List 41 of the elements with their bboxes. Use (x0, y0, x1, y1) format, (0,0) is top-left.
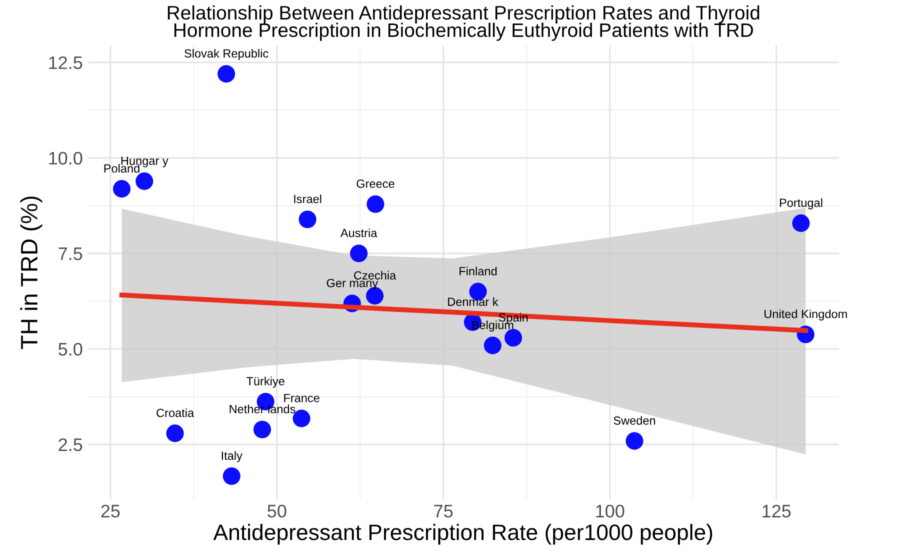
annotation: Denmar k (448, 297, 498, 306)
x-tick-label: 125 (762, 504, 791, 518)
y-tick-label: 10.0 (49, 152, 82, 165)
point (222, 467, 240, 485)
point (218, 65, 236, 83)
y-axis-title: TH in TRD (%) (20, 196, 42, 349)
point (166, 424, 184, 442)
annotation: Ger many (326, 278, 378, 290)
point (253, 420, 272, 438)
point (626, 432, 644, 450)
point (366, 195, 384, 213)
x-axis-title: Antidepressant Prescription Rate (per1000 people) (213, 524, 712, 545)
point (484, 336, 502, 354)
y-tick-label: 7.5 (58, 248, 82, 260)
x-tick-label: 50 (268, 504, 286, 518)
annotation: Austria (340, 228, 378, 238)
annotation: Finland (460, 266, 497, 276)
annotation: Sweden (614, 416, 656, 425)
annotation: Portugal (780, 198, 822, 210)
x-tick-label: 75 (434, 504, 453, 518)
annotation: Croatia (156, 408, 194, 418)
y-tick-label: 5.0 (58, 342, 82, 356)
point (350, 244, 368, 262)
point (136, 172, 154, 190)
annotation: Israel (294, 194, 322, 204)
annotation: United Kingdom (764, 309, 847, 320)
annotation: Czechia (354, 270, 396, 280)
annotation: Nether lands (230, 404, 296, 414)
chart-title: Relationship Between Antidepressant Prescription Rates and Thyroid Hormone Prescription in Biochemically Euthyroid Patients with TRD (168, 5, 760, 41)
y-tick-label: 2.5 (58, 438, 82, 452)
annotation: Türkiye (246, 376, 284, 388)
annotation: Slovak Republic (184, 48, 268, 60)
y-tick-label: 12.5 (49, 56, 82, 70)
annotation: Greece (356, 180, 394, 188)
x-tick-label: 100 (596, 504, 624, 518)
annotation: Italy (222, 451, 242, 462)
annotation: France (284, 394, 320, 402)
point (298, 210, 316, 228)
point (112, 180, 131, 198)
x-tick-label: 25 (101, 504, 120, 518)
point (792, 214, 810, 232)
